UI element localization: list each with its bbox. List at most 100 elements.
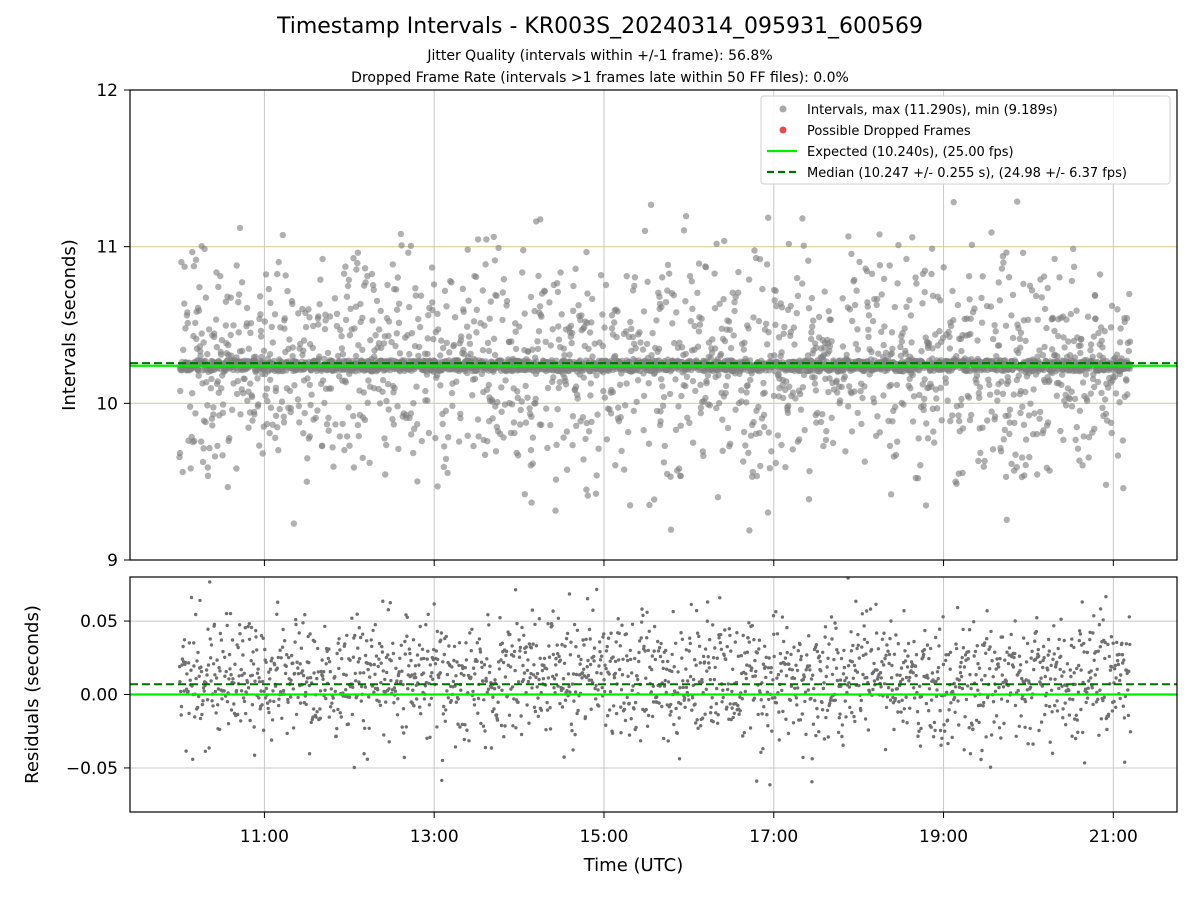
interval-point <box>422 387 429 395</box>
residual-point <box>422 697 427 701</box>
residual-point <box>814 733 818 738</box>
residual-point <box>651 700 656 704</box>
residual-point <box>192 664 196 668</box>
residual-point <box>705 600 710 604</box>
residual-point <box>496 700 500 704</box>
residual-point <box>387 687 391 691</box>
interval-point <box>750 314 757 321</box>
residual-point <box>679 631 683 635</box>
interval-point <box>1014 198 1021 205</box>
interval-point <box>379 388 386 395</box>
residual-point <box>193 715 197 719</box>
residual-point <box>580 671 585 675</box>
interval-point <box>394 274 401 281</box>
residual-point <box>745 663 749 667</box>
interval-point <box>973 379 980 386</box>
residual-point <box>798 718 803 722</box>
interval-point <box>272 384 280 391</box>
interval-point <box>765 214 772 221</box>
residual-point <box>640 620 644 624</box>
interval-point <box>920 406 927 414</box>
residual-point <box>815 649 820 654</box>
interval-point <box>355 432 362 440</box>
interval-point <box>1056 274 1063 281</box>
interval-point <box>675 465 683 472</box>
interval-point <box>1001 426 1008 434</box>
interval-point <box>859 394 866 402</box>
residual-point <box>855 670 860 674</box>
residual-point <box>430 671 434 675</box>
residual-point <box>838 678 843 682</box>
interval-point <box>282 272 289 279</box>
residual-point <box>824 715 828 720</box>
interval-point <box>647 201 655 208</box>
residual-point <box>738 695 742 699</box>
interval-point <box>1049 346 1056 353</box>
residual-point <box>372 690 376 694</box>
residual-point <box>789 684 794 688</box>
residual-point <box>492 707 496 711</box>
residual-point <box>879 676 883 680</box>
interval-point <box>601 324 608 331</box>
residual-point <box>635 674 639 678</box>
residual-point <box>548 727 553 731</box>
interval-point <box>894 438 901 445</box>
residual-point <box>527 642 532 646</box>
residual-point <box>535 685 539 689</box>
interval-point <box>854 326 861 333</box>
residual-point <box>780 615 785 619</box>
interval-point <box>1054 353 1061 360</box>
interval-point <box>900 401 907 408</box>
residual-point <box>801 755 805 760</box>
residual-point <box>404 725 408 729</box>
residual-point <box>869 647 874 652</box>
residual-point <box>846 664 851 668</box>
residual-point <box>727 627 731 631</box>
residual-point <box>561 686 565 691</box>
interval-point <box>310 322 317 330</box>
interval-point <box>694 289 701 296</box>
residual-point <box>536 696 540 700</box>
residual-point <box>471 689 475 694</box>
interval-point <box>664 261 672 269</box>
residual-point <box>830 672 835 677</box>
interval-point <box>316 353 323 360</box>
interval-point <box>1039 351 1047 359</box>
interval-point <box>241 375 248 383</box>
residual-point <box>321 677 325 681</box>
residual-point <box>596 688 600 692</box>
residual-point <box>885 643 889 647</box>
interval-point <box>711 270 718 277</box>
interval-point <box>744 382 751 389</box>
residual-point <box>804 732 808 737</box>
interval-point <box>554 406 561 413</box>
interval-point <box>959 469 966 477</box>
interval-point <box>255 401 262 408</box>
residual-point <box>649 667 654 672</box>
residual-point <box>483 745 488 750</box>
interval-point <box>1072 436 1079 443</box>
residual-point <box>664 648 668 653</box>
interval-point <box>502 377 509 384</box>
interval-point <box>443 303 450 310</box>
interval-point <box>287 405 295 412</box>
residual-point <box>283 671 288 676</box>
interval-point <box>473 329 480 336</box>
residual-point <box>429 696 434 700</box>
interval-point <box>499 289 506 296</box>
residual-point <box>485 690 489 694</box>
interval-point <box>286 336 293 343</box>
interval-point <box>1124 391 1131 398</box>
interval-point <box>406 350 413 358</box>
residual-point <box>211 704 215 708</box>
residual-point <box>400 725 404 729</box>
interval-point <box>749 473 756 480</box>
interval-point <box>917 462 924 469</box>
residual-point <box>205 698 210 702</box>
residual-point <box>329 687 333 691</box>
residual-point <box>469 675 473 679</box>
residual-point <box>626 674 630 678</box>
residual-point <box>517 638 521 642</box>
residual-point <box>612 676 617 680</box>
residual-point <box>884 653 888 657</box>
